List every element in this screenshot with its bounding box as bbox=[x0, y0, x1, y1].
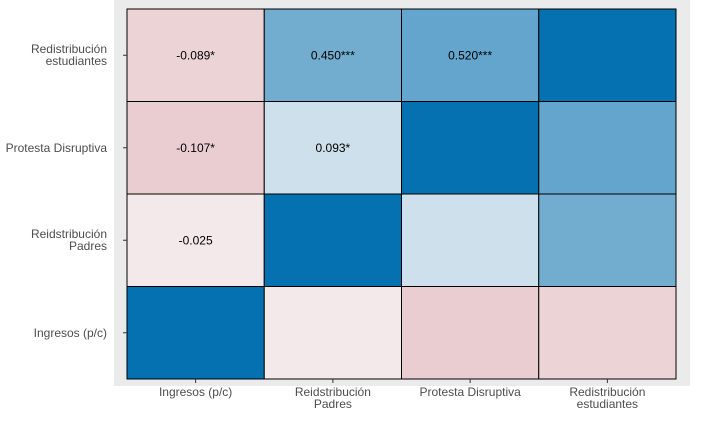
cell-value-label: -0.089* bbox=[176, 48, 215, 62]
y-tick-label-line: Padres bbox=[68, 239, 107, 254]
y-tick-label-line: estudiantes bbox=[45, 54, 107, 69]
cell-value-label: 0.520*** bbox=[448, 48, 492, 62]
heatmap-cell-r3-c1 bbox=[263, 286, 402, 380]
heatmap-cell-r3-c2 bbox=[401, 286, 540, 380]
y-tick-label: Protesta Disruptiva bbox=[6, 142, 107, 154]
y-tick-label-line: Ingresos (p/c) bbox=[33, 325, 107, 340]
heatmap-cell-r0-c0 bbox=[126, 8, 265, 102]
heatmap-cell-r2-c2 bbox=[401, 193, 540, 287]
x-tick-label: Protesta Disruptiva bbox=[405, 386, 535, 398]
cell-value-label: -0.107* bbox=[176, 141, 215, 155]
cell-value-label: -0.025 bbox=[179, 233, 213, 247]
cell-value-label: 0.450*** bbox=[311, 48, 355, 62]
heatmap-cell-r1-c2 bbox=[401, 101, 540, 195]
x-tick-label: Reidstribución Padres bbox=[268, 386, 398, 410]
heatmap-cell-r1-c3 bbox=[538, 101, 677, 195]
x-tick-label: Ingresos (p/c) bbox=[131, 386, 261, 398]
heatmap-cell-r2-c1 bbox=[263, 193, 402, 287]
x-tick-label-line: Protesta Disruptiva bbox=[419, 385, 521, 399]
x-tick-label-line: estudiantes bbox=[576, 397, 639, 411]
heatmap-cell-r3-c3 bbox=[538, 286, 677, 380]
x-tick-label-line: Reidstribución bbox=[294, 385, 371, 399]
y-tick-label: Ingresos (p/c) bbox=[34, 327, 107, 339]
heatmap-cell-r0-c3 bbox=[538, 8, 677, 102]
y-tick-label-line: Redistribución bbox=[30, 42, 107, 57]
heatmap-cell-r0-c2 bbox=[401, 8, 540, 102]
x-tick-label: Redistribución estudiantes bbox=[542, 386, 672, 410]
y-tick-label-line: Protesta Disruptiva bbox=[5, 140, 107, 155]
x-tick-label-line: Padres bbox=[313, 397, 352, 411]
y-tick-label-line: Reidstribución bbox=[30, 227, 107, 242]
heatmap-cell-r2-c3 bbox=[538, 193, 677, 287]
cell-value-label: 0.093* bbox=[316, 141, 351, 155]
x-tick-label-line: Ingresos (p/c) bbox=[158, 385, 233, 399]
x-tick-label-line: Redistribución bbox=[569, 385, 646, 399]
heatmap-cell-r0-c1 bbox=[263, 8, 402, 102]
y-tick-label: Redistribución estudiantes bbox=[31, 43, 107, 67]
heatmap-cell-r3-c0 bbox=[126, 286, 265, 380]
y-tick-label: Reidstribución Padres bbox=[31, 228, 107, 252]
